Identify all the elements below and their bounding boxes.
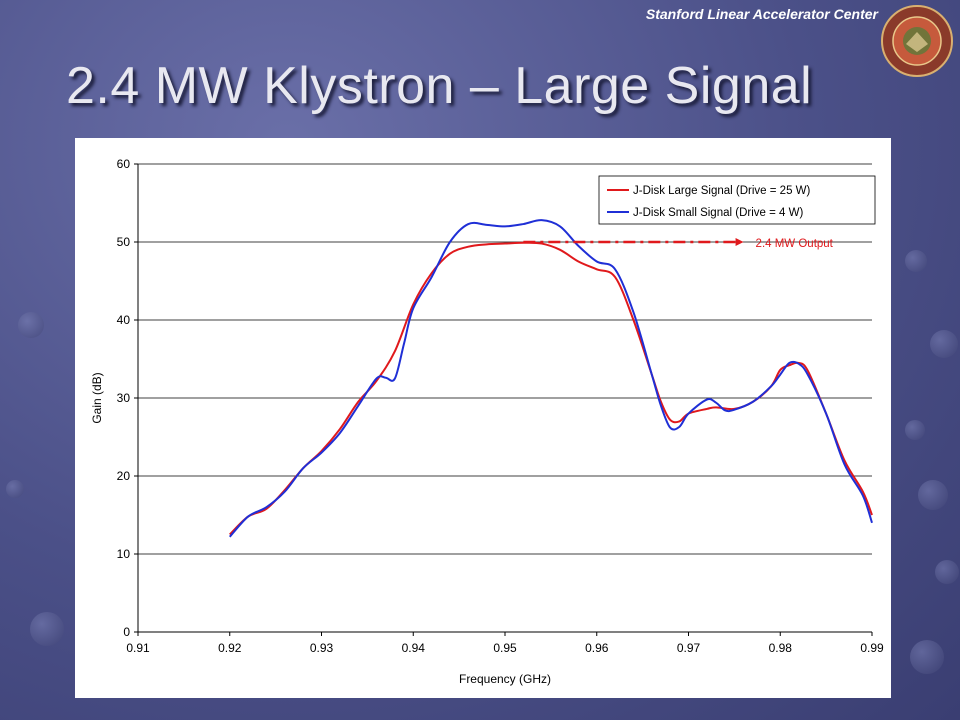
y-tick-label: 50 [117, 235, 131, 249]
series-line-small-signal [229, 219, 873, 538]
background-dot [905, 250, 927, 272]
x-tick-label: 0.92 [218, 641, 242, 655]
x-tick-labels: 0.91 0.92 0.93 0.94 0.95 0.96 0.97 0.98 0.99 [126, 641, 884, 655]
chart-panel: 0.91 0.92 0.93 0.94 0.95 0.96 0.97 0.98 0.99 0 10… [75, 138, 891, 698]
slac-seal [881, 5, 953, 77]
output-annotation: 2.4 MW Output [523, 238, 834, 250]
gridlines [138, 163, 872, 555]
background-dot [935, 560, 959, 584]
x-tick-label: 0.91 [126, 641, 150, 655]
background-dot [910, 640, 944, 674]
x-tick-label: 0.98 [769, 641, 793, 655]
x-axis-label: Frequency (GHz) [459, 672, 551, 686]
background-dot [6, 480, 24, 498]
annotation-label: 2.4 MW Output [756, 238, 834, 250]
x-tick-label: 0.93 [310, 641, 334, 655]
y-tick-labels: 0 10 20 30 40 50 60 [117, 157, 131, 639]
background-dot [30, 612, 64, 646]
series-lines [229, 219, 873, 538]
y-tick-label: 60 [117, 157, 131, 171]
page-title: 2.4 MW Klystron – Large Signal [66, 57, 813, 115]
x-tick-label: 0.99 [860, 641, 884, 655]
annotation-arrowhead [735, 238, 744, 246]
x-tick-label: 0.96 [585, 641, 609, 655]
legend-label-small-signal: J-Disk Small Signal (Drive = 4 W) [633, 207, 803, 219]
organization-name: Stanford Linear Accelerator Center [645, 6, 878, 22]
y-axis-label: Gain (dB) [90, 372, 104, 423]
gain-frequency-chart: 0.91 0.92 0.93 0.94 0.95 0.96 0.97 0.98 0.99 0 10… [90, 157, 884, 686]
legend-label-large-signal: J-Disk Large Signal (Drive = 25 W) [633, 185, 811, 197]
series-line-large-signal [229, 241, 873, 536]
background-dot [918, 480, 948, 510]
x-tick-label: 0.97 [677, 641, 701, 655]
y-tick-label: 20 [117, 469, 131, 483]
y-tick-label: 0 [123, 625, 130, 639]
x-tick-label: 0.94 [402, 641, 426, 655]
axes [134, 163, 873, 636]
y-tick-label: 30 [117, 391, 131, 405]
x-tick-label: 0.95 [493, 641, 517, 655]
legend: J-Disk Large Signal (Drive = 25 W) J-Dis… [598, 175, 876, 225]
background-dot [930, 330, 958, 358]
background-dot [18, 312, 44, 338]
background-dot [905, 420, 925, 440]
y-tick-label: 40 [117, 313, 131, 327]
y-tick-label: 10 [117, 547, 131, 561]
